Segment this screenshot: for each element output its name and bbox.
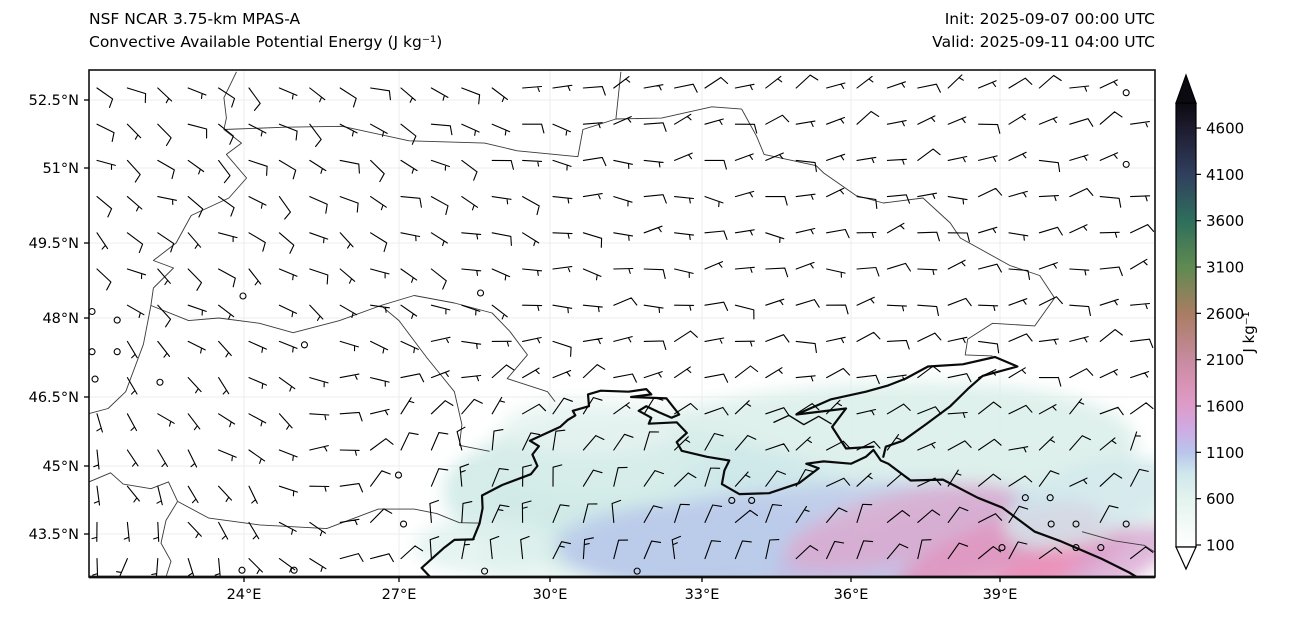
calm-wind-circle: [239, 292, 247, 300]
calm-wind-circle: [238, 566, 246, 574]
cape-region: [1065, 524, 1155, 577]
x-tick-label: 39°E: [983, 587, 1018, 603]
calm-wind-circle: [1122, 160, 1130, 168]
wind-barbs: [91, 74, 1155, 577]
y-tick-label: 49.5°N: [29, 236, 79, 252]
x-tick-label: 33°E: [685, 587, 720, 603]
colorbar-axis-label: J kg⁻¹: [1240, 311, 1258, 353]
colorbar-tick-label: 1600: [1206, 398, 1244, 416]
calm-wind-circle: [481, 567, 489, 575]
calm-wind-circle: [89, 348, 96, 356]
x-tick-label: 27°E: [382, 587, 417, 603]
calm-wind-circle: [300, 341, 309, 349]
coastline: [773, 414, 832, 426]
cape-region: [784, 482, 1017, 571]
country-border: [741, 108, 1056, 357]
cape-region: [502, 398, 685, 456]
country-border: [1081, 531, 1155, 553]
y-tick-label: 45°N: [42, 459, 79, 475]
colorbar: 100 600 1100 1600 2100 2600 3100 3600 4100 4600: [1175, 73, 1244, 571]
country-border: [89, 305, 382, 415]
cape-region: [414, 517, 556, 574]
y-tick-label: 46.5°N: [29, 390, 79, 406]
colorbar-tick-label: 100: [1206, 537, 1235, 555]
calm-wind-circle: [1072, 520, 1080, 528]
calm-wind-circle: [156, 378, 164, 386]
colorbar-lower-arrow: [1175, 546, 1197, 571]
country-border: [380, 295, 556, 402]
colorbar-tick-label: 1100: [1206, 444, 1244, 462]
coastline: [420, 388, 1138, 577]
cape-region: [987, 524, 1132, 577]
y-tick-label: 51°N: [42, 161, 79, 177]
colorbar-gradient: [1175, 102, 1197, 548]
valid-time-label: Valid: 2025-09-11 04:00 UTC: [932, 33, 1155, 51]
calm-wind-circle: [290, 566, 298, 574]
calm-wind-circle: [1072, 544, 1080, 552]
x-tick-label: 36°E: [834, 587, 869, 603]
colorbar-tick-label: 3100: [1206, 259, 1244, 277]
calm-wind-circle: [998, 544, 1006, 552]
country-border: [89, 472, 179, 502]
wind-barb-layer: [89, 74, 1155, 577]
calm-wind-circle: [1047, 520, 1055, 528]
country-border: [160, 501, 178, 577]
country-border: [150, 71, 248, 306]
colorbar-tick-label: 4600: [1206, 120, 1244, 138]
y-tick-label: 48°N: [42, 311, 79, 327]
x-tick-label: 30°E: [533, 587, 568, 603]
colorbar-tick-label: 4100: [1206, 166, 1244, 184]
calm-wind-circle: [1122, 89, 1130, 97]
country-border: [615, 106, 742, 120]
calm-wind-circle: [113, 348, 121, 356]
cape-region: [1003, 457, 1155, 550]
calm-wind-circle: [633, 567, 641, 575]
init-time-label: Init: 2025-09-07 00:00 UTC: [945, 10, 1155, 28]
colorbar-upper-arrow: [1175, 73, 1197, 104]
y-tick-label: 43.5°N: [29, 527, 79, 543]
country-border: [177, 501, 479, 530]
calm-wind-circle: [399, 520, 408, 528]
calm-wind-circle: [476, 289, 485, 297]
country-border: [223, 71, 622, 158]
variable-title: Convective Available Potential Energy (J…: [89, 33, 442, 51]
x-tick-label: 24°E: [227, 587, 262, 603]
calm-wind-circle: [1097, 544, 1105, 552]
calm-wind-circle: [1021, 494, 1029, 502]
colorbar-tick-label: 600: [1206, 490, 1235, 508]
colorbar-tick-label: 2100: [1206, 351, 1244, 369]
calm-wind-circle: [1046, 494, 1054, 502]
country-border: [380, 305, 490, 452]
cape-shading-layer: [414, 381, 1155, 577]
coastline: [795, 355, 1019, 458]
calm-wind-circle: [89, 307, 96, 316]
calm-wind-circle: [91, 375, 99, 383]
calm-wind-circle: [113, 316, 121, 324]
axis-ticks-and-labels: 52.5°N 51°N 49.5°N 48°N 46.5°N 45°N 43.5°N 24°E…: [29, 93, 1018, 603]
cape-region: [554, 502, 855, 577]
calm-wind-circle: [748, 496, 756, 505]
calm-wind-circle: [394, 471, 403, 479]
colorbar-tick-label: 3600: [1206, 212, 1244, 230]
calm-wind-circle: [1122, 520, 1130, 528]
calm-wind-circle: [728, 496, 736, 505]
model-title: NSF NCAR 3.75-km MPAS-A: [89, 10, 301, 28]
colorbar-tick-label: 2600: [1206, 305, 1244, 323]
coastline-layer: [420, 355, 1138, 577]
y-tick-label: 52.5°N: [29, 93, 79, 109]
